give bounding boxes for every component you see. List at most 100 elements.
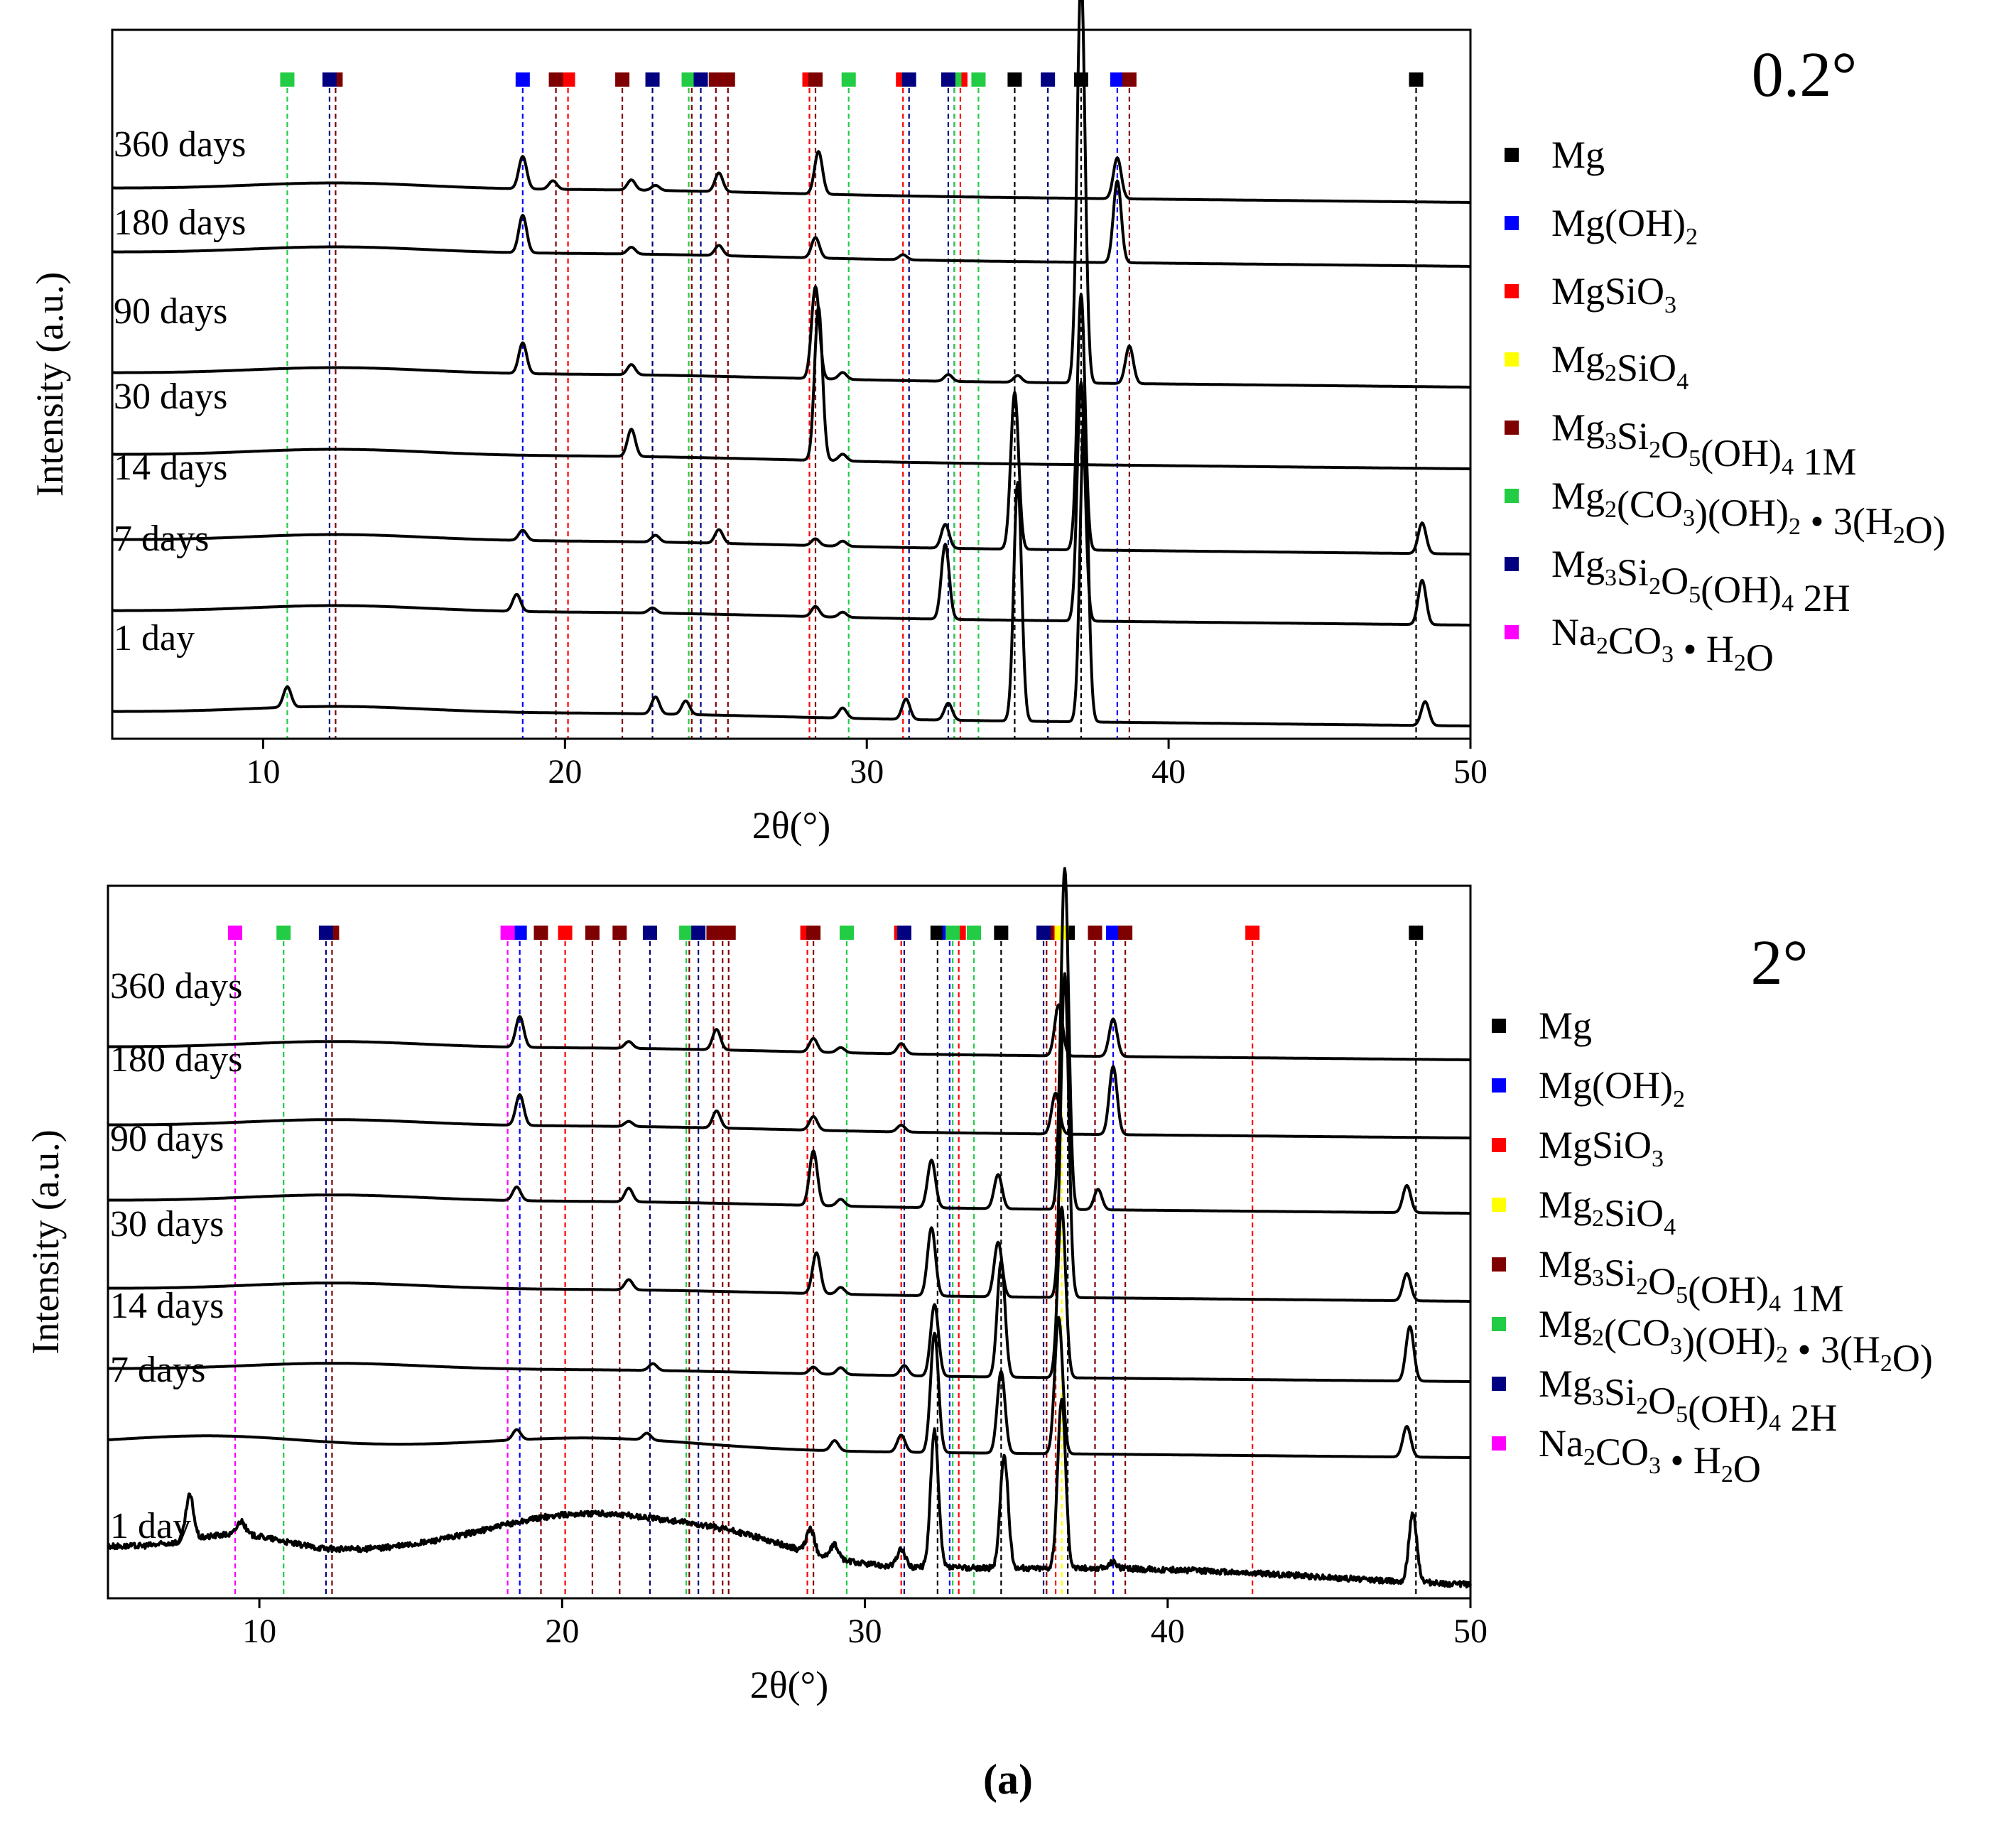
x-axis-title: 2θ(°) xyxy=(750,1664,828,1706)
reference-marker-mg xyxy=(930,926,945,940)
legend-swatch-lizardite1m xyxy=(1492,1257,1506,1272)
legend-swatch-thermonatrite xyxy=(1505,625,1519,639)
legend-swatch-mgoh2 xyxy=(1492,1078,1506,1093)
reference-marker-mgsio3 xyxy=(1245,926,1260,940)
legend-label-mg2sio4: Mg2SiO4 xyxy=(1551,338,1689,395)
series-label-14-days: 14 days xyxy=(110,1286,224,1326)
series-line-360-days xyxy=(112,150,1471,204)
reference-marker-mg3si2o5-oh-4-2h xyxy=(896,926,911,940)
reference-marker-mg3si2o5-oh-4-2h xyxy=(901,72,916,87)
x-tick-label: 20 xyxy=(548,753,582,791)
legend-label-mgoh2: Mg(OH)2 xyxy=(1539,1064,1685,1112)
reference-marker-mg xyxy=(1073,72,1088,87)
series-line-30-days xyxy=(107,972,1471,1303)
legend-label-mgoh2: Mg(OH)2 xyxy=(1551,202,1698,250)
series-label-7-days: 7 days xyxy=(114,519,209,559)
reference-marker-na2co3-h2o xyxy=(500,926,515,940)
legend-swatch-mgsio3 xyxy=(1492,1138,1506,1152)
series-line-7-days xyxy=(112,381,1471,627)
series-line-14-days xyxy=(112,293,1471,555)
reference-marker-mg3si2o5-oh-4-1m xyxy=(1088,926,1102,940)
legend-label-mgsio3: MgSiO3 xyxy=(1539,1124,1664,1172)
reference-marker-mg3si2o5-oh-4-1m xyxy=(720,72,735,87)
reference-marker-mg xyxy=(1409,72,1424,87)
legend-swatch-artinite xyxy=(1505,489,1519,503)
legend-label-lizardite2h: Mg3Si2O5(OH)4 2H xyxy=(1551,543,1850,619)
series-line-90-days xyxy=(107,867,1471,1215)
reference-marker-mg3si2o5-oh-4-2h xyxy=(941,72,955,87)
reference-marker-mg3si2o5-oh-4-1m xyxy=(615,72,630,87)
x-tick-label: 50 xyxy=(1453,1612,1487,1650)
reference-marker-mg-oh-2 xyxy=(512,926,527,940)
legend-label-artinite: Mg2(CO3)(OH)2 • 3(H2O) xyxy=(1539,1303,1933,1379)
reference-marker-mg3si2o5-oh-4-1m xyxy=(721,926,736,940)
reference-marker-mg xyxy=(1409,926,1424,940)
legend-swatch-artinite xyxy=(1492,1317,1506,1331)
series-group: 360 days 180 days 90 days 30 days 14 days 7 d… xyxy=(112,0,1471,727)
reference-marker-mg3si2o5-oh-4-1m xyxy=(806,926,821,940)
series-label-14-days: 14 days xyxy=(114,448,227,488)
reference-marker-mg3si2o5-oh-4-2h xyxy=(645,72,660,87)
x-tick-label: 20 xyxy=(545,1612,579,1650)
series-line-7-days xyxy=(107,1316,1471,1459)
legend-label-lizardite2h: Mg3Si2O5(OH)4 2H xyxy=(1539,1362,1838,1439)
reference-marker-mg3si2o5-oh-4-2h xyxy=(1036,926,1051,940)
series-line-30-days xyxy=(112,305,1471,470)
reference-marker-mg3si2o5-oh-4-1m xyxy=(1122,72,1137,87)
reference-marker-mgsio3 xyxy=(558,926,573,940)
series-line-1-day xyxy=(107,1397,1472,1589)
reference-marker-mg3si2o5-oh-4-1m xyxy=(808,72,823,87)
series-label-30-days: 30 days xyxy=(110,1204,224,1245)
x-tick-label: 40 xyxy=(1151,753,1186,791)
legend-swatch-lizardite1m xyxy=(1505,421,1519,435)
series-label-180-days: 180 days xyxy=(114,202,246,243)
series-line-90-days xyxy=(112,0,1471,389)
x-ticks: 10 20 30 40 50 xyxy=(242,1598,1487,1650)
x-tick-label: 10 xyxy=(242,1612,276,1650)
legend-swatch-mg xyxy=(1492,1019,1506,1033)
legend-swatch-mg2sio4 xyxy=(1505,352,1519,367)
reference-marker-mg-oh-2 xyxy=(515,72,530,87)
series-label-1-day: 1 day xyxy=(114,618,195,658)
reference-marker-mg3si2o5-oh-4-2h xyxy=(322,72,337,87)
reference-marker-mg3si2o5-oh-4-1m xyxy=(533,926,548,940)
reference-marker-mg2-co3-oh-2-3-h2o xyxy=(276,926,291,940)
series-line-180-days xyxy=(107,1065,1471,1139)
legend-label-mg2sio4: Mg2SiO4 xyxy=(1539,1183,1676,1240)
panel-title-0.2-degree: 0.2° xyxy=(1752,40,1858,110)
reference-marker-mg-oh-2 xyxy=(1110,72,1124,87)
series-label-1-day: 1 day xyxy=(110,1506,191,1546)
legend-label-thermonatrite: Na2CO3 • H2O xyxy=(1551,611,1774,679)
plot-frame xyxy=(111,28,1472,740)
reference-marker-mg3si2o5-oh-4-1m xyxy=(585,926,600,940)
panel-0.2-degree: 360 days 180 days 90 days 30 days 14 days 7 d… xyxy=(28,0,1487,847)
reference-marker-mg3si2o5-oh-4-2h xyxy=(318,926,333,940)
series-line-1-day xyxy=(112,413,1471,727)
series-line-360-days xyxy=(107,1003,1471,1061)
reference-marker-mg xyxy=(994,926,1009,940)
series-label-30-days: 30 days xyxy=(114,376,227,417)
legend-swatch-mgsio3 xyxy=(1505,284,1519,298)
series-label-7-days: 7 days xyxy=(110,1350,205,1390)
reference-marker-mg2-co3-oh-2-3-h2o xyxy=(681,72,696,87)
legend-swatch-mgoh2 xyxy=(1505,216,1519,230)
legend-label-lizardite1m: Mg3Si2O5(OH)4 1M xyxy=(1539,1243,1844,1320)
reference-marker-mg3si2o5-oh-4-2h xyxy=(642,926,657,940)
legend-swatch-mg xyxy=(1505,148,1519,162)
y-axis-title: Intensity (a.u.) xyxy=(24,1129,67,1354)
x-tick-label: 50 xyxy=(1453,753,1487,791)
legend-label-mgsio3: MgSiO3 xyxy=(1551,270,1676,318)
reference-marker-mg3si2o5-oh-4-2h xyxy=(691,926,706,940)
x-tick-label: 40 xyxy=(1151,1612,1185,1650)
reference-marker-mg2-co3-oh-2-3-h2o xyxy=(945,926,960,940)
series-label-360-days: 360 days xyxy=(114,124,246,165)
series-line-14-days xyxy=(107,1205,1471,1383)
panel-2-degree: 360 days 180 days 90 days 30 days 14 days 7 d… xyxy=(24,867,1487,1706)
legend-label-thermonatrite: Na2CO3 • H2O xyxy=(1539,1422,1761,1490)
series-group: 360 days 180 days 90 days 30 days 14 days 7 d… xyxy=(107,867,1472,1589)
series-label-90-days: 90 days xyxy=(110,1119,224,1159)
reference-marker-mg2-co3-oh-2-3-h2o xyxy=(966,926,981,940)
reference-markers xyxy=(280,72,1424,739)
